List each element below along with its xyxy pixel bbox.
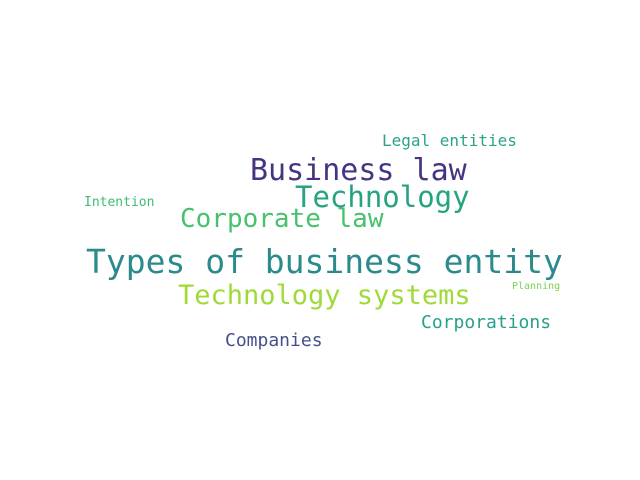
word-corporations: Corporations	[421, 312, 552, 333]
word-business-law: Business law	[250, 153, 467, 188]
word-legal-entities: Legal entities	[382, 131, 517, 150]
word-technology-systems: Technology systems	[178, 280, 471, 311]
word-corporate-law: Corporate law	[180, 204, 384, 234]
word-types-of-business-entity: Types of business entity	[86, 242, 563, 281]
word-intention: Intention	[84, 195, 155, 210]
word-technology: Technology	[295, 180, 470, 214]
word-planning: Planning	[512, 281, 561, 292]
word-companies: Companies	[225, 330, 323, 351]
